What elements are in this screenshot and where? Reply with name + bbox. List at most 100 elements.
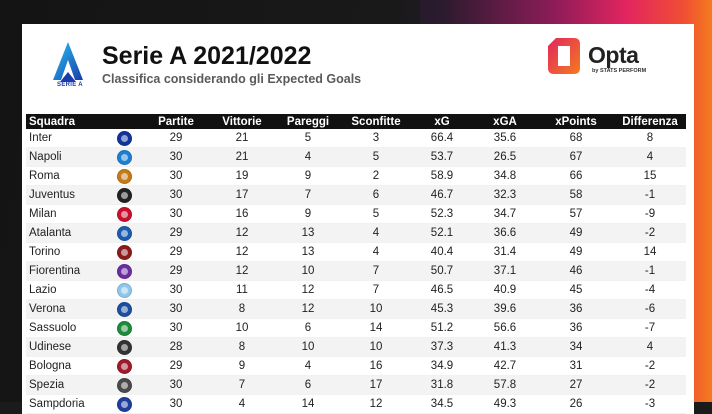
page-title: Serie A 2021/2022 <box>102 42 312 70</box>
cell-l: 7 <box>340 280 412 300</box>
sassuolo-crest-icon <box>116 320 132 336</box>
team-name: Verona <box>26 299 104 319</box>
cell-xg: 46.7 <box>412 185 472 205</box>
cell-xga: 34.7 <box>472 204 538 224</box>
cell-w: 4 <box>208 394 276 414</box>
team-name: Atalanta <box>26 223 104 243</box>
opta-logo: Opta by STATS PERFORM <box>546 36 686 78</box>
team-crest-cell <box>104 204 144 224</box>
cell-xga: 57.8 <box>472 375 538 395</box>
col-header-xga: xGA <box>472 114 538 129</box>
cell-w: 17 <box>208 185 276 205</box>
cell-d: 13 <box>276 223 340 243</box>
team-crest-cell <box>104 356 144 376</box>
cell-w: 9 <box>208 356 276 376</box>
cell-d: 9 <box>276 204 340 224</box>
table-row: Juventus 30 17 7 6 46.7 32.3 58 -1 <box>26 185 686 205</box>
table-row: Fiorentina 29 12 10 7 50.7 37.1 46 -1 <box>26 261 686 281</box>
cell-xpts: 31 <box>538 356 614 376</box>
cell-p: 30 <box>144 299 208 319</box>
milan-crest-icon <box>116 206 132 222</box>
cell-d: 5 <box>276 129 340 148</box>
cell-d: 12 <box>276 299 340 319</box>
spezia-crest-icon <box>116 377 132 393</box>
cell-l: 10 <box>340 299 412 319</box>
team-name: Juventus <box>26 185 104 205</box>
team-name: Spezia <box>26 375 104 395</box>
opta-wordmark: Opta <box>588 42 639 68</box>
table-row: Sampdoria 30 4 14 12 34.5 49.3 26 -3 <box>26 394 686 414</box>
table-row: Bologna 29 9 4 16 34.9 42.7 31 -2 <box>26 356 686 376</box>
cell-xga: 34.8 <box>472 166 538 186</box>
serie-a-logo-text: SERIE A <box>57 82 83 88</box>
cell-xga: 40.9 <box>472 280 538 300</box>
cell-xg: 34.9 <box>412 356 472 376</box>
cell-d: 6 <box>276 318 340 338</box>
cell-d: 7 <box>276 185 340 205</box>
cell-w: 8 <box>208 337 276 357</box>
cell-l: 10 <box>340 337 412 357</box>
cell-w: 16 <box>208 204 276 224</box>
cell-d: 10 <box>276 337 340 357</box>
roma-crest-icon <box>116 168 132 184</box>
cell-diff: -6 <box>614 299 686 319</box>
cell-xga: 49.3 <box>472 394 538 414</box>
cell-l: 4 <box>340 242 412 262</box>
cell-xg: 66.4 <box>412 129 472 148</box>
cell-xga: 32.3 <box>472 185 538 205</box>
opta-mark-icon <box>548 38 580 74</box>
cell-d: 13 <box>276 242 340 262</box>
opta-byline: by STATS PERFORM <box>592 68 647 74</box>
col-header-played: Partite <box>144 114 208 129</box>
col-header-xg: xG <box>412 114 472 129</box>
team-crest-cell <box>104 261 144 281</box>
cell-xga: 26.5 <box>472 147 538 167</box>
cell-diff: 4 <box>614 337 686 357</box>
cell-l: 12 <box>340 394 412 414</box>
cell-d: 9 <box>276 166 340 186</box>
cell-xga: 36.6 <box>472 223 538 243</box>
team-crest-cell <box>104 166 144 186</box>
team-crest-cell <box>104 375 144 395</box>
team-name: Sassuolo <box>26 318 104 338</box>
cell-p: 29 <box>144 223 208 243</box>
cell-xpts: 26 <box>538 394 614 414</box>
cell-w: 12 <box>208 223 276 243</box>
cell-d: 6 <box>276 375 340 395</box>
cell-l: 6 <box>340 185 412 205</box>
cell-w: 21 <box>208 129 276 148</box>
col-header-wins: Vittorie <box>208 114 276 129</box>
cell-xpts: 67 <box>538 147 614 167</box>
col-header-difference: Differenza <box>614 114 686 129</box>
team-crest-cell <box>104 394 144 414</box>
cell-diff: -1 <box>614 185 686 205</box>
cell-l: 16 <box>340 356 412 376</box>
cell-diff: -4 <box>614 280 686 300</box>
cell-xpts: 58 <box>538 185 614 205</box>
fiorentina-crest-icon <box>116 263 132 279</box>
cell-xg: 46.5 <box>412 280 472 300</box>
cell-xg: 50.7 <box>412 261 472 281</box>
serie-a-logo-icon <box>53 42 83 82</box>
lazio-crest-icon <box>116 282 132 298</box>
cell-l: 5 <box>340 204 412 224</box>
inter-crest-icon <box>116 130 132 146</box>
cell-xg: 45.3 <box>412 299 472 319</box>
cell-d: 14 <box>276 394 340 414</box>
cell-p: 30 <box>144 375 208 395</box>
page-subtitle: Classifica considerando gli Expected Goa… <box>102 72 362 86</box>
team-name: Roma <box>26 166 104 186</box>
table-row: Roma 30 19 9 2 58.9 34.8 66 15 <box>26 166 686 186</box>
cell-l: 17 <box>340 375 412 395</box>
table-row: Spezia 30 7 6 17 31.8 57.8 27 -2 <box>26 375 686 395</box>
col-header-xpoints: xPoints <box>538 114 614 129</box>
cell-diff: -3 <box>614 394 686 414</box>
col-header-team: Squadra <box>26 114 104 129</box>
team-name: Milan <box>26 204 104 224</box>
cell-l: 5 <box>340 147 412 167</box>
col-header-draws: Pareggi <box>276 114 340 129</box>
cell-xga: 31.4 <box>472 242 538 262</box>
cell-diff: -2 <box>614 375 686 395</box>
cell-p: 30 <box>144 204 208 224</box>
cell-diff: -9 <box>614 204 686 224</box>
